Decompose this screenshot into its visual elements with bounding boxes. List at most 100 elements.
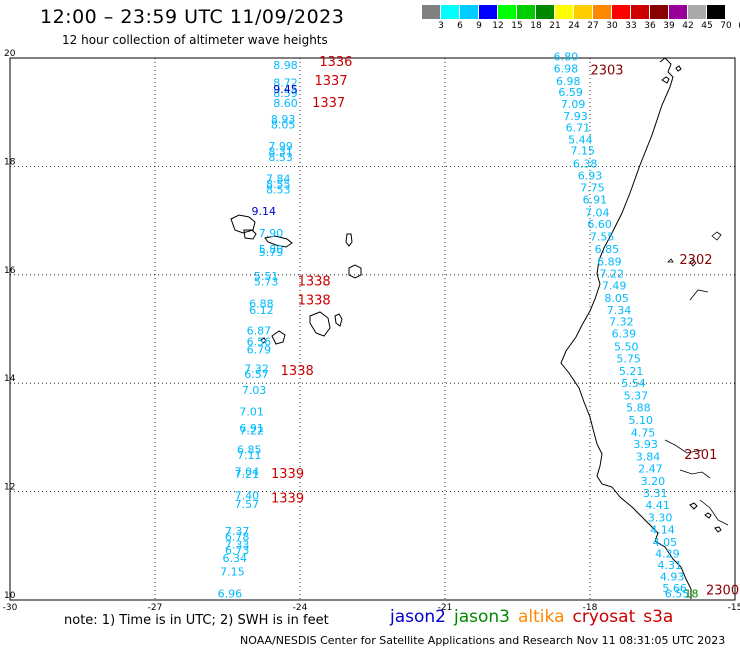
y-tick-label: 16 (4, 266, 16, 276)
wave-height-cryosat: 4.29 (655, 548, 680, 561)
color-scale-tick: (ft) (738, 21, 740, 31)
color-scale-cell (593, 5, 612, 19)
units-note: note: 1) Time is in UTC; 2) SWH is in fe… (64, 613, 329, 628)
color-scale-cell (555, 5, 574, 19)
color-scale-cell (441, 5, 460, 19)
wave-height-cryosat: 6.56 (247, 335, 272, 348)
legend-s3a: s3a (643, 607, 674, 627)
wave-height-cryosat: 5.51 (254, 270, 279, 283)
wave-height-cryosat: 6.79 (247, 343, 272, 356)
wave-height-cryosat: 6.85 (595, 243, 620, 256)
wave-height-cryosat: 8.59 (273, 87, 298, 100)
wave-height-cryosat: 7.93 (563, 110, 588, 123)
wave-height-cryosat: 7.22 (239, 425, 264, 438)
wave-height-cryosat: 6.89 (597, 256, 622, 269)
color-scale-cell (536, 5, 555, 19)
wave-height-cryosat: 7.84 (266, 173, 291, 186)
wave-height-cryosat: 6.59 (558, 86, 583, 99)
color-scale-tick: 42 (682, 21, 694, 31)
wave-height-cryosat: 6.80 (554, 51, 579, 64)
wave-height-cryosat: 7.75 (580, 181, 605, 194)
africa-rivers (664, 289, 729, 526)
wave-height-cryosat: 4.41 (645, 499, 670, 512)
wave-height-cryosat: 7.57 (235, 498, 260, 511)
wave-height-cryosat: 4.05 (653, 536, 678, 549)
wave-height-cryosat: 7.04 (235, 465, 260, 478)
wave-height-cryosat: 4.14 (650, 523, 675, 536)
color-scale-tick: 18 (530, 21, 542, 31)
pass-number-label: 1336 (319, 55, 352, 70)
color-scale-tick: 45 (701, 21, 713, 31)
coastline (230, 57, 729, 599)
island-boa-vista (348, 264, 362, 279)
legend-cryosat: cryosat (572, 607, 636, 627)
wave-height-cryosat: 7.49 (602, 279, 627, 292)
y-tick-label: 20 (4, 49, 16, 59)
pass-number-label: 1337 (315, 74, 348, 89)
wave-height-cryosat: 6.39 (612, 328, 637, 341)
wave-height-cryosat: 3.93 (633, 438, 658, 451)
wave-height-cryosat: 2.47 (638, 463, 663, 476)
color-scale-cell (422, 5, 441, 19)
x-tick-label: -24 (293, 603, 308, 613)
pass-number-label: 2302 (679, 253, 712, 268)
wave-height-cryosat: 6.88 (249, 297, 274, 310)
wave-height-cryosat: 6.98 (554, 63, 579, 76)
wave-height-cryosat: 6.93 (578, 169, 603, 182)
wave-height-jason3: 18 (685, 587, 699, 600)
wave-height-cryosat: 6.71 (566, 122, 591, 135)
wave-height-cryosat: 7.34 (607, 304, 632, 317)
wave-height-cryosat: 7.22 (600, 268, 625, 281)
pass-number-label: 1337 (312, 96, 345, 111)
island-maio (334, 313, 343, 327)
wave-height-cryosat: 3.30 (648, 511, 673, 524)
wave-height-cryosat: 5.66 (662, 582, 687, 595)
color-scale-cell (498, 5, 517, 19)
wave-height-cryosat: 5.79 (259, 246, 284, 259)
island-fogo (271, 330, 286, 345)
pass-number-label: 2301 (684, 448, 717, 463)
color-scale-tick: 24 (568, 21, 580, 31)
island-santiago (309, 311, 331, 337)
wave-height-cryosat: 7.40 (235, 490, 260, 503)
wave-height-cryosat: 5.10 (629, 414, 654, 427)
wave-height-cryosat: 7.15 (571, 144, 596, 157)
inland-lakes (667, 231, 722, 267)
color-scale-tick: 70 (720, 21, 732, 31)
wave-height-cryosat: 8.72 (273, 77, 298, 90)
wave-height-cryosat: 6.38 (573, 157, 598, 170)
wave-height-cryosat: 5.75 (616, 353, 641, 366)
color-scale-cell (612, 5, 631, 19)
wave-height-cryosat: 5.54 (621, 377, 646, 390)
color-scale-tick: 33 (625, 21, 637, 31)
wave-height-values: 8.988.728.598.608.938.057.998.318.537.84… (218, 51, 699, 601)
wave-height-cryosat: 3.20 (641, 475, 666, 488)
wave-height-cryosat: 7.55 (590, 231, 615, 244)
wave-height-cryosat: 5.88 (626, 401, 651, 414)
color-scale-cell (707, 5, 726, 19)
pass-numbers: 1336 1337 1337 1338 1338 1338 1339 1339 2303 2302… (271, 55, 739, 598)
wave-height-cryosat: 7.15 (220, 566, 245, 579)
x-tick-label: -27 (148, 603, 163, 613)
legend-jason3: jason3 (454, 607, 510, 627)
wave-height-cryosat: 6.55 (665, 587, 690, 600)
pass-number-label: 1339 (271, 491, 304, 506)
wave-height-cryosat: 5.21 (619, 365, 644, 378)
wave-height-jason2: 9.45 (273, 83, 298, 96)
color-scale-cell (574, 5, 593, 19)
wave-height-cryosat: 6.98 (556, 75, 581, 88)
x-tick-label: -21 (438, 603, 453, 613)
wave-height-cryosat: 7.09 (561, 98, 586, 111)
wave-height-cryosat: 7.90 (259, 227, 284, 240)
wave-height-cryosat: 7.32 (244, 362, 269, 375)
color-scale-cell (669, 5, 688, 19)
axis-ticks: -30 -27 -24 -21 -18 -15 10 12 14 16 18 20 (3, 49, 740, 613)
color-scale-tick: 6 (457, 21, 463, 31)
legend-jason2: jason2 (390, 607, 446, 627)
wave-height-cryosat: 7.33 (225, 539, 250, 552)
wave-height-cryosat: 8.98 (273, 59, 298, 72)
wave-height-jason2: 9.14 (252, 205, 277, 218)
africa-coastline (560, 57, 692, 599)
wave-height-cryosat: 6.91 (583, 193, 608, 206)
wave-height-cryosat: 8.53 (268, 151, 293, 164)
